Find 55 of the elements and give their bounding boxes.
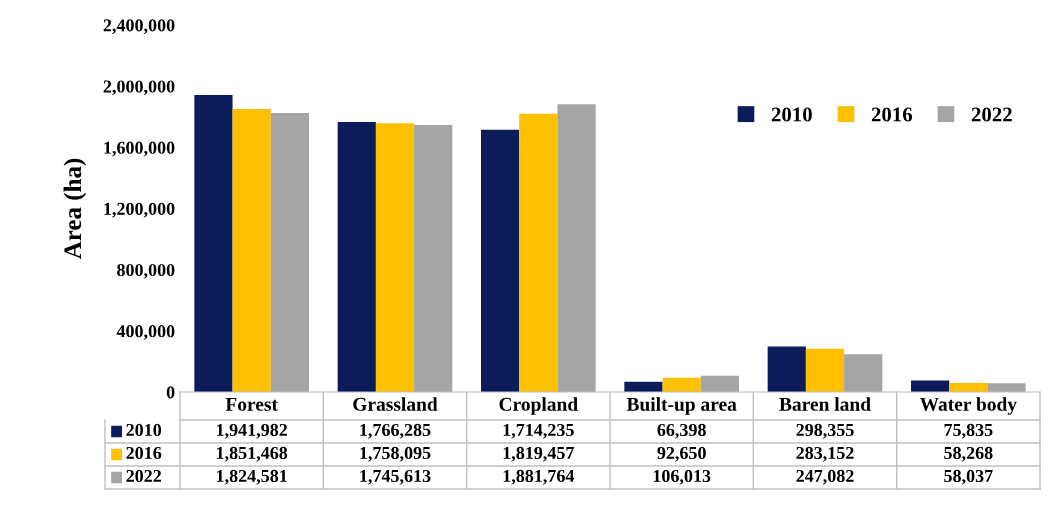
x-tick-label: Baren land (779, 397, 871, 411)
legend-label: 2016 (871, 107, 913, 122)
data-label: 106,013 (653, 469, 711, 485)
data-label: 58,037 (944, 469, 993, 485)
data-label: 1,881,764 (503, 469, 575, 485)
data-label: 247,082 (796, 469, 854, 485)
y-tick-label: 800,000 (117, 263, 175, 279)
text: 2022 (126, 469, 161, 483)
x-tick-label: Built-up area (626, 397, 737, 415)
data-label: 75,835 (944, 423, 993, 439)
bar (624, 381, 663, 392)
x-tick-label: Water body (919, 397, 1017, 415)
bar (414, 125, 453, 392)
data-label: 58,268 (944, 446, 993, 462)
bar (662, 377, 701, 392)
legend-label: 2022 (971, 107, 1012, 122)
bar (481, 129, 520, 392)
x-tick-label: Grassland (353, 397, 438, 411)
bar (557, 104, 596, 392)
bar (194, 95, 233, 392)
data-label: 1,766,285 (360, 423, 431, 439)
data-label: 1,941,982 (217, 423, 287, 439)
data-label: 1,714,235 (503, 423, 574, 439)
y-tick-label: 1,600,000 (104, 141, 175, 157)
bar (987, 383, 1026, 392)
bar (700, 375, 739, 392)
x-tick-label: Cropland (499, 397, 578, 415)
y-tick-label: 1,200,000 (104, 202, 175, 218)
data-label: 66,398 (657, 423, 706, 439)
data-label: 1,758,095 (360, 446, 431, 462)
y-tick-label: 0 (166, 386, 175, 399)
text: 2016 (126, 446, 162, 460)
x-tick-label: Forest (225, 397, 278, 411)
bar (519, 113, 558, 392)
legend-label: 2010 (771, 107, 812, 122)
y-axis-title: Area (ha) (63, 158, 87, 260)
y-tick-label: 2,000,000 (103, 80, 175, 96)
bar (844, 354, 883, 392)
data-label: 92,650 (657, 446, 706, 462)
bar (270, 112, 309, 392)
bar (337, 121, 376, 392)
data-label: 1,851,468 (217, 446, 288, 462)
y-tick-label: 400,000 (116, 325, 175, 340)
bar (911, 380, 950, 392)
bar (232, 108, 271, 392)
text: 2010 (126, 423, 162, 437)
bar (767, 346, 806, 392)
data-label: 1,824,581 (217, 469, 287, 485)
data-label: 1,745,613 (360, 469, 431, 485)
data-label: 283,152 (796, 446, 854, 462)
data-label: 298,355 (796, 423, 854, 439)
y-tick-label: 2,400,000 (103, 19, 175, 35)
data-label: 1,819,457 (503, 446, 574, 462)
bar (805, 348, 845, 392)
bar (375, 123, 415, 392)
